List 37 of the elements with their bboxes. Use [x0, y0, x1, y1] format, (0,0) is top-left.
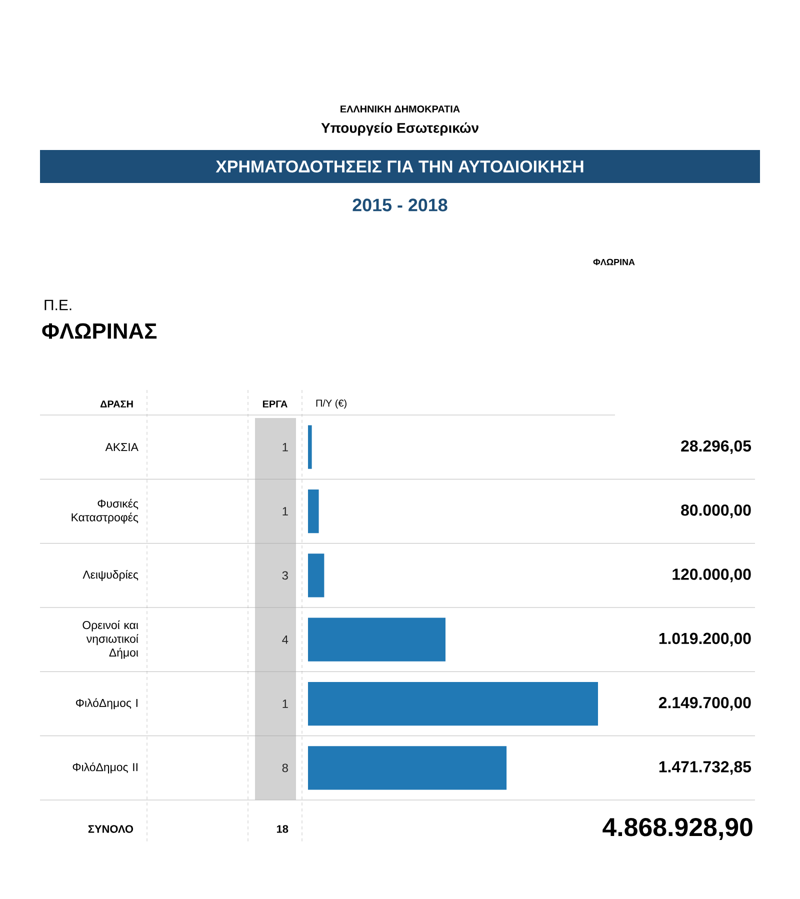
bar [308, 682, 598, 726]
text: ΔΡΑΣΗ [100, 400, 133, 408]
x-axis-title: Π/Υ (€) [316, 399, 346, 409]
text: ΕΡΓΑ [262, 400, 288, 408]
y-tick-label: Ορεινοί και νησιωτικοί Δήμοι [82, 620, 138, 659]
text: ΕΛΛΗΝΙΚΗ ΔΗΜΟΚΡΑΤΙΑ [340, 105, 460, 113]
y-tick-label: Λειψυδρίες [82, 570, 138, 581]
y-tick-label: Φυσικές Καταστροφές [72, 498, 138, 524]
text: ΣΥΝΟΛΟ [88, 825, 134, 833]
bar [308, 554, 324, 598]
data-label: 1.471.732,85 [659, 761, 752, 775]
text: 1 [282, 443, 288, 452]
text: 4 [282, 636, 288, 644]
data-label: 120.000,00 [672, 568, 751, 582]
text: Π.Ε. [44, 300, 72, 310]
data-label: 2.149.700,00 [658, 696, 751, 711]
text: 3 [282, 571, 288, 580]
text: ΦΛΩΡΙΝΑ [593, 258, 635, 266]
text: 8 [282, 764, 288, 772]
text: ΦΛΩΡΙΝΑΣ [42, 323, 157, 339]
text: 18 [276, 825, 288, 833]
bar [308, 425, 312, 469]
chart-title: ΧΡΗΜΑΤΟΔΟΤΗΣΕΙΣ ΓΙΑ ΤΗΝ ΑΥΤΟΔΙΟΙΚΗΣΗ [216, 160, 584, 173]
text: Υπουργείο Εσωτερικών [321, 122, 478, 136]
text: 1 [282, 507, 288, 516]
text: 1 [282, 700, 288, 708]
y-tick-label: ΑΚΣΙΑ [105, 443, 138, 452]
text: 4.868.928,90 [602, 818, 752, 840]
bar [308, 746, 507, 790]
y-tick-label: ΦιλόΔημος Ι [76, 698, 138, 710]
bar [308, 618, 446, 662]
bar [308, 489, 319, 534]
data-label: 1.019.200,00 [659, 632, 751, 646]
data-label: 28.296,05 [681, 440, 752, 454]
y-tick-label: ΦιλόΔημος ΙΙ [72, 762, 138, 774]
data-label: 80.000,00 [681, 504, 751, 518]
chart-subtitle: 2015 - 2018 [352, 198, 448, 212]
